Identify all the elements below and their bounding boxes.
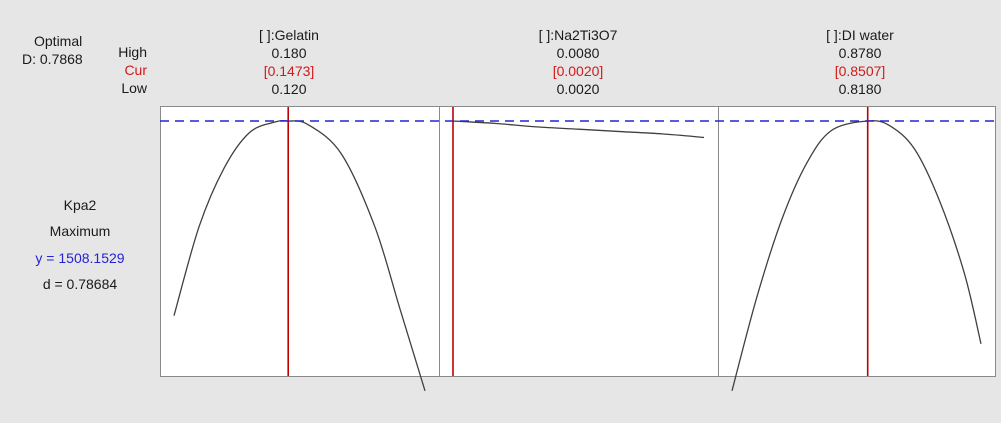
factor-high-di-water: 0.8780 (838, 45, 882, 61)
panel-frame-1 (439, 106, 719, 377)
panel-frame-0 (160, 106, 440, 377)
factor-cur-na2ti3o7: [0.0020] (552, 63, 604, 79)
low-row-label: Low (121, 80, 147, 96)
factor-low-gelatin: 0.120 (271, 81, 307, 97)
individual-desirability: d = 0.78684 (42, 276, 118, 292)
panel-frame-2 (718, 106, 996, 377)
response-curve-1 (452, 120, 705, 139)
predicted-response: y = 1508.1529 (35, 250, 125, 266)
response-curve-0 (173, 120, 426, 391)
factor-cur-di-water: [0.8507] (834, 63, 886, 79)
optimal-label: Optimal (34, 33, 83, 49)
factor-name-na2ti3o7: [ ]:Na2Ti3O7 (538, 27, 618, 43)
cur-row-label: Cur (124, 62, 147, 78)
response-goal: Maximum (49, 223, 111, 239)
factor-name-gelatin: [ ]:Gelatin (259, 27, 319, 43)
factor-low-di-water: 0.8180 (838, 81, 882, 97)
composite-desirability-label: D: 0.7868 (22, 51, 83, 67)
factor-cur-gelatin: [0.1473] (263, 63, 315, 79)
high-row-label: High (118, 44, 147, 60)
factor-high-na2ti3o7: 0.0080 (556, 45, 600, 61)
factor-high-gelatin: 0.180 (271, 45, 307, 61)
response-name: Kpa2 (63, 197, 97, 213)
factor-name-di-water: [ ]:DI water (826, 27, 894, 43)
factor-low-na2ti3o7: 0.0020 (556, 81, 600, 97)
